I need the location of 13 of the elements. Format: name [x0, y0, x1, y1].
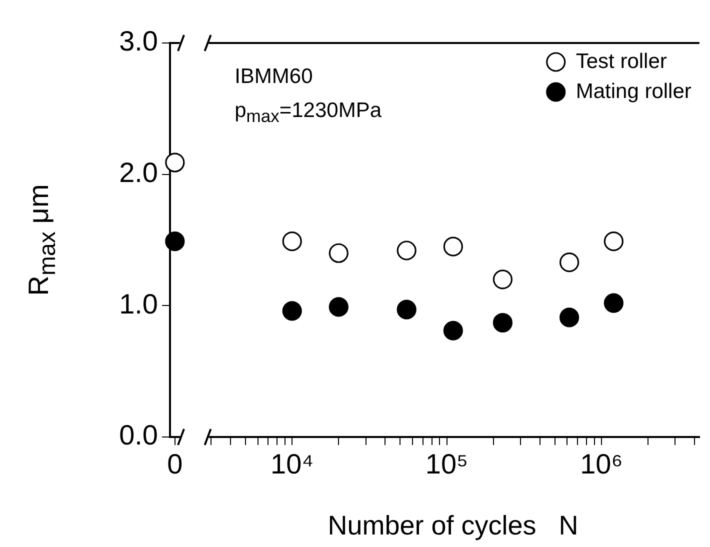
x-axis-title: Number of cycles N [328, 510, 578, 540]
x-tick-label: 10⁵ [425, 448, 468, 480]
y-tick-label: 2.0 [119, 157, 158, 188]
legend-label: Test roller [576, 50, 667, 73]
y-tick-label: 0.0 [119, 420, 158, 451]
y-tick-label: 1.0 [119, 288, 158, 320]
x-tick-label: 10⁶ [580, 448, 623, 480]
annotation: IBMM60 [234, 65, 313, 89]
legend-label: Mating roller [576, 80, 692, 103]
x-tick-label: 10⁴ [270, 448, 314, 480]
annotation: p$_{max}$=1230MPa [234, 99, 382, 128]
y-tick-label: 3.0 [119, 26, 158, 57]
x-tick-label: 0 [167, 448, 183, 480]
